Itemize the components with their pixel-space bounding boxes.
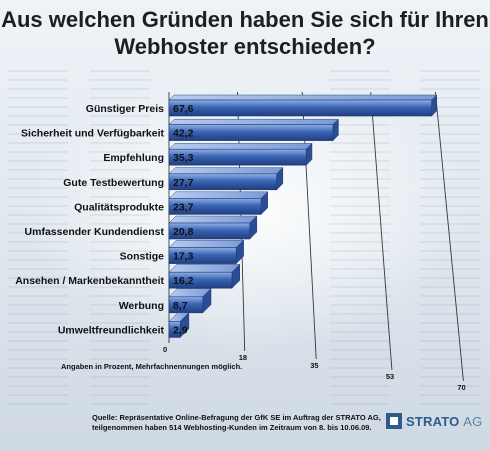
value-label: 8,7 <box>173 300 188 312</box>
bar-top-face <box>168 191 269 199</box>
category-label: Umweltfreundlichkeit <box>58 324 165 336</box>
bar <box>168 148 307 166</box>
category-label: Sonstige <box>120 251 164 263</box>
bar <box>168 198 262 215</box>
category-label: Gute Testbewertung <box>63 177 164 189</box>
bar-top-face <box>168 94 438 101</box>
value-label: 67,6 <box>173 103 194 115</box>
footnote: Angaben in Prozent, Mehrfachnennungen mö… <box>61 362 243 371</box>
bar-top-face <box>168 239 245 248</box>
background-rack <box>330 70 390 411</box>
value-label: 17,3 <box>173 251 194 263</box>
x-tick-label: 35 <box>310 361 318 370</box>
background-rack <box>8 70 68 411</box>
logo-brand: STRATO <box>406 413 460 429</box>
category-label: Günstiger Preis <box>86 103 164 115</box>
value-label: 42,2 <box>173 128 194 140</box>
category-label: Empfehlung <box>103 152 164 164</box>
bar-top-face <box>168 118 339 125</box>
source-line-1: Quelle: Repräsentative Online-Befragung … <box>92 413 381 422</box>
value-label: 2,9 <box>173 324 188 336</box>
value-label: 20,8 <box>173 226 194 238</box>
bar-top-face <box>168 143 313 150</box>
value-label: 35,3 <box>173 152 194 164</box>
background-rack <box>90 70 150 411</box>
x-tick-label: 53 <box>386 372 394 381</box>
logo-suffix: AG <box>463 413 483 429</box>
bar <box>168 124 334 141</box>
bar <box>168 99 432 117</box>
grid-line <box>370 91 393 371</box>
value-label: 27,7 <box>173 177 194 189</box>
strato-logo: STRATO AG <box>386 410 482 432</box>
x-tick-label: 70 <box>457 383 465 392</box>
source-line-2: teilgenommen haben 514 Webhosting-Kunden… <box>92 423 372 432</box>
value-label: 23,7 <box>173 201 194 213</box>
value-label: 16,2 <box>173 275 194 287</box>
source-note: Quelle: Repräsentative Online-Befragung … <box>92 413 382 433</box>
grid-line <box>434 91 464 382</box>
bar <box>168 247 237 264</box>
category-label: Qualitätsprodukte <box>74 201 164 213</box>
bar <box>168 222 251 240</box>
bar <box>168 173 277 191</box>
category-label: Werbung <box>119 300 164 312</box>
x-tick-label: 18 <box>239 353 247 362</box>
x-tick-label: 0 <box>163 345 167 354</box>
category-label: Umfassender Kundendienst <box>25 226 165 238</box>
bar-top-face <box>168 167 284 175</box>
chart-title: Aus welchen Gründen haben Sie sich für I… <box>1 7 489 59</box>
bar <box>168 271 233 289</box>
bar-top-face <box>168 215 258 224</box>
bar <box>168 321 181 338</box>
bar-top-face <box>168 264 241 273</box>
category-label: Sicherheit und Verfügbarkeit <box>21 128 164 140</box>
strato-logo-icon <box>386 413 402 429</box>
category-label: Ansehen / Markenbekanntheit <box>15 275 164 287</box>
strato-logo-text: STRATO AG <box>406 414 482 429</box>
